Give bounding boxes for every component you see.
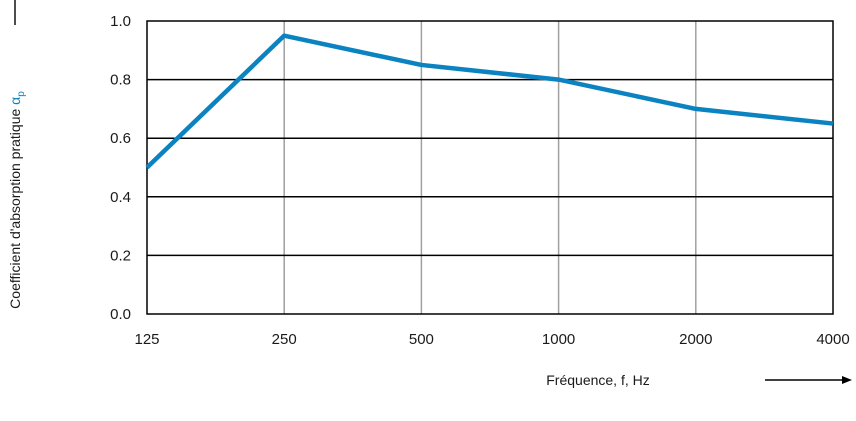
x-axis-arrow-head (842, 376, 852, 384)
x-tick-label: 1000 (542, 331, 575, 348)
x-tick-labels: 125 250 500 1000 2000 4000 (134, 331, 849, 348)
series-layer (145, 33, 834, 170)
plot-frame (146, 20, 834, 315)
svg-text:Coefficient d'absorption prati: Coefficient d'absorption pratique αp (7, 91, 27, 309)
x-tick-label: 2000 (679, 331, 712, 348)
y-tick-label: 1.0 (110, 13, 131, 30)
y-tick-label: 0.2 (110, 247, 131, 264)
y-axis-title-text: Coefficient d'absorption pratique (7, 105, 23, 309)
x-tick-label: 500 (409, 331, 434, 348)
x-tick-label: 4000 (816, 331, 849, 348)
y-tick-labels: 0.0 0.2 0.4 0.6 0.8 1.0 (110, 13, 131, 323)
series-line (145, 33, 834, 170)
vertical-gridlines (283, 21, 697, 314)
y-tick-label: 0.6 (110, 130, 131, 147)
x-tick-label: 250 (272, 331, 297, 348)
alpha-symbol: α (7, 97, 23, 105)
alpha-subscript: p (16, 91, 27, 97)
y-axis-title: Coefficient d'absorption pratique αp (7, 0, 27, 309)
y-tick-label: 0.4 (110, 189, 131, 206)
horizontal-gridlines (147, 78, 833, 257)
y-tick-label: 0.0 (110, 306, 131, 323)
y-tick-label: 0.8 (110, 72, 131, 89)
x-axis-title: Fréquence, f, Hz (546, 372, 650, 388)
x-tick-label: 125 (134, 331, 159, 348)
